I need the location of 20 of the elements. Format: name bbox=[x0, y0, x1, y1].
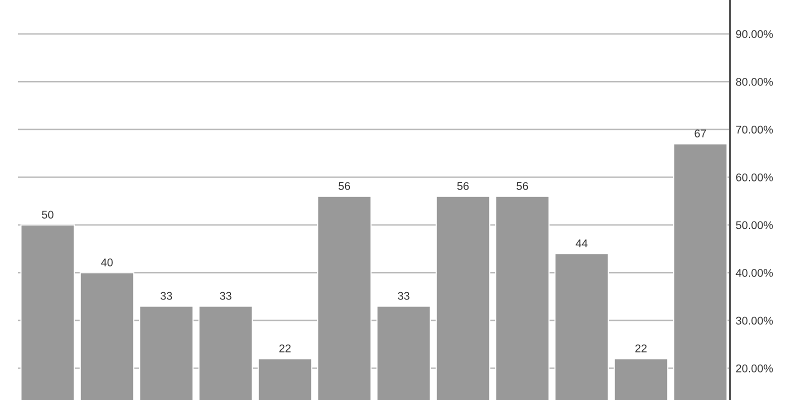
data-label: 56 bbox=[338, 182, 350, 190]
data-label: 50 bbox=[42, 210, 54, 219]
y-tick-label: 50.00% bbox=[736, 221, 773, 230]
data-label: 33 bbox=[220, 292, 232, 300]
data-label: 44 bbox=[576, 239, 588, 248]
y-tick-label: 40.00% bbox=[736, 268, 773, 277]
data-label: 22 bbox=[635, 344, 647, 352]
data-label: 40 bbox=[101, 258, 113, 266]
data-label: 67 bbox=[694, 130, 706, 138]
y-tick-label: 70.00% bbox=[736, 126, 773, 134]
data-label: 33 bbox=[398, 292, 410, 300]
data-label: 56 bbox=[457, 182, 469, 190]
y-tick-label: 80.00% bbox=[736, 78, 773, 86]
y-tick-label: 60.00% bbox=[736, 173, 773, 182]
data-label: 56 bbox=[516, 182, 528, 190]
y-tick-label: 30.00% bbox=[736, 316, 773, 325]
data-label: 22 bbox=[279, 344, 291, 352]
y-tick-label: 90.00% bbox=[736, 30, 773, 38]
data-label: 33 bbox=[160, 292, 172, 300]
y-tick-label: 20.00% bbox=[736, 364, 773, 372]
